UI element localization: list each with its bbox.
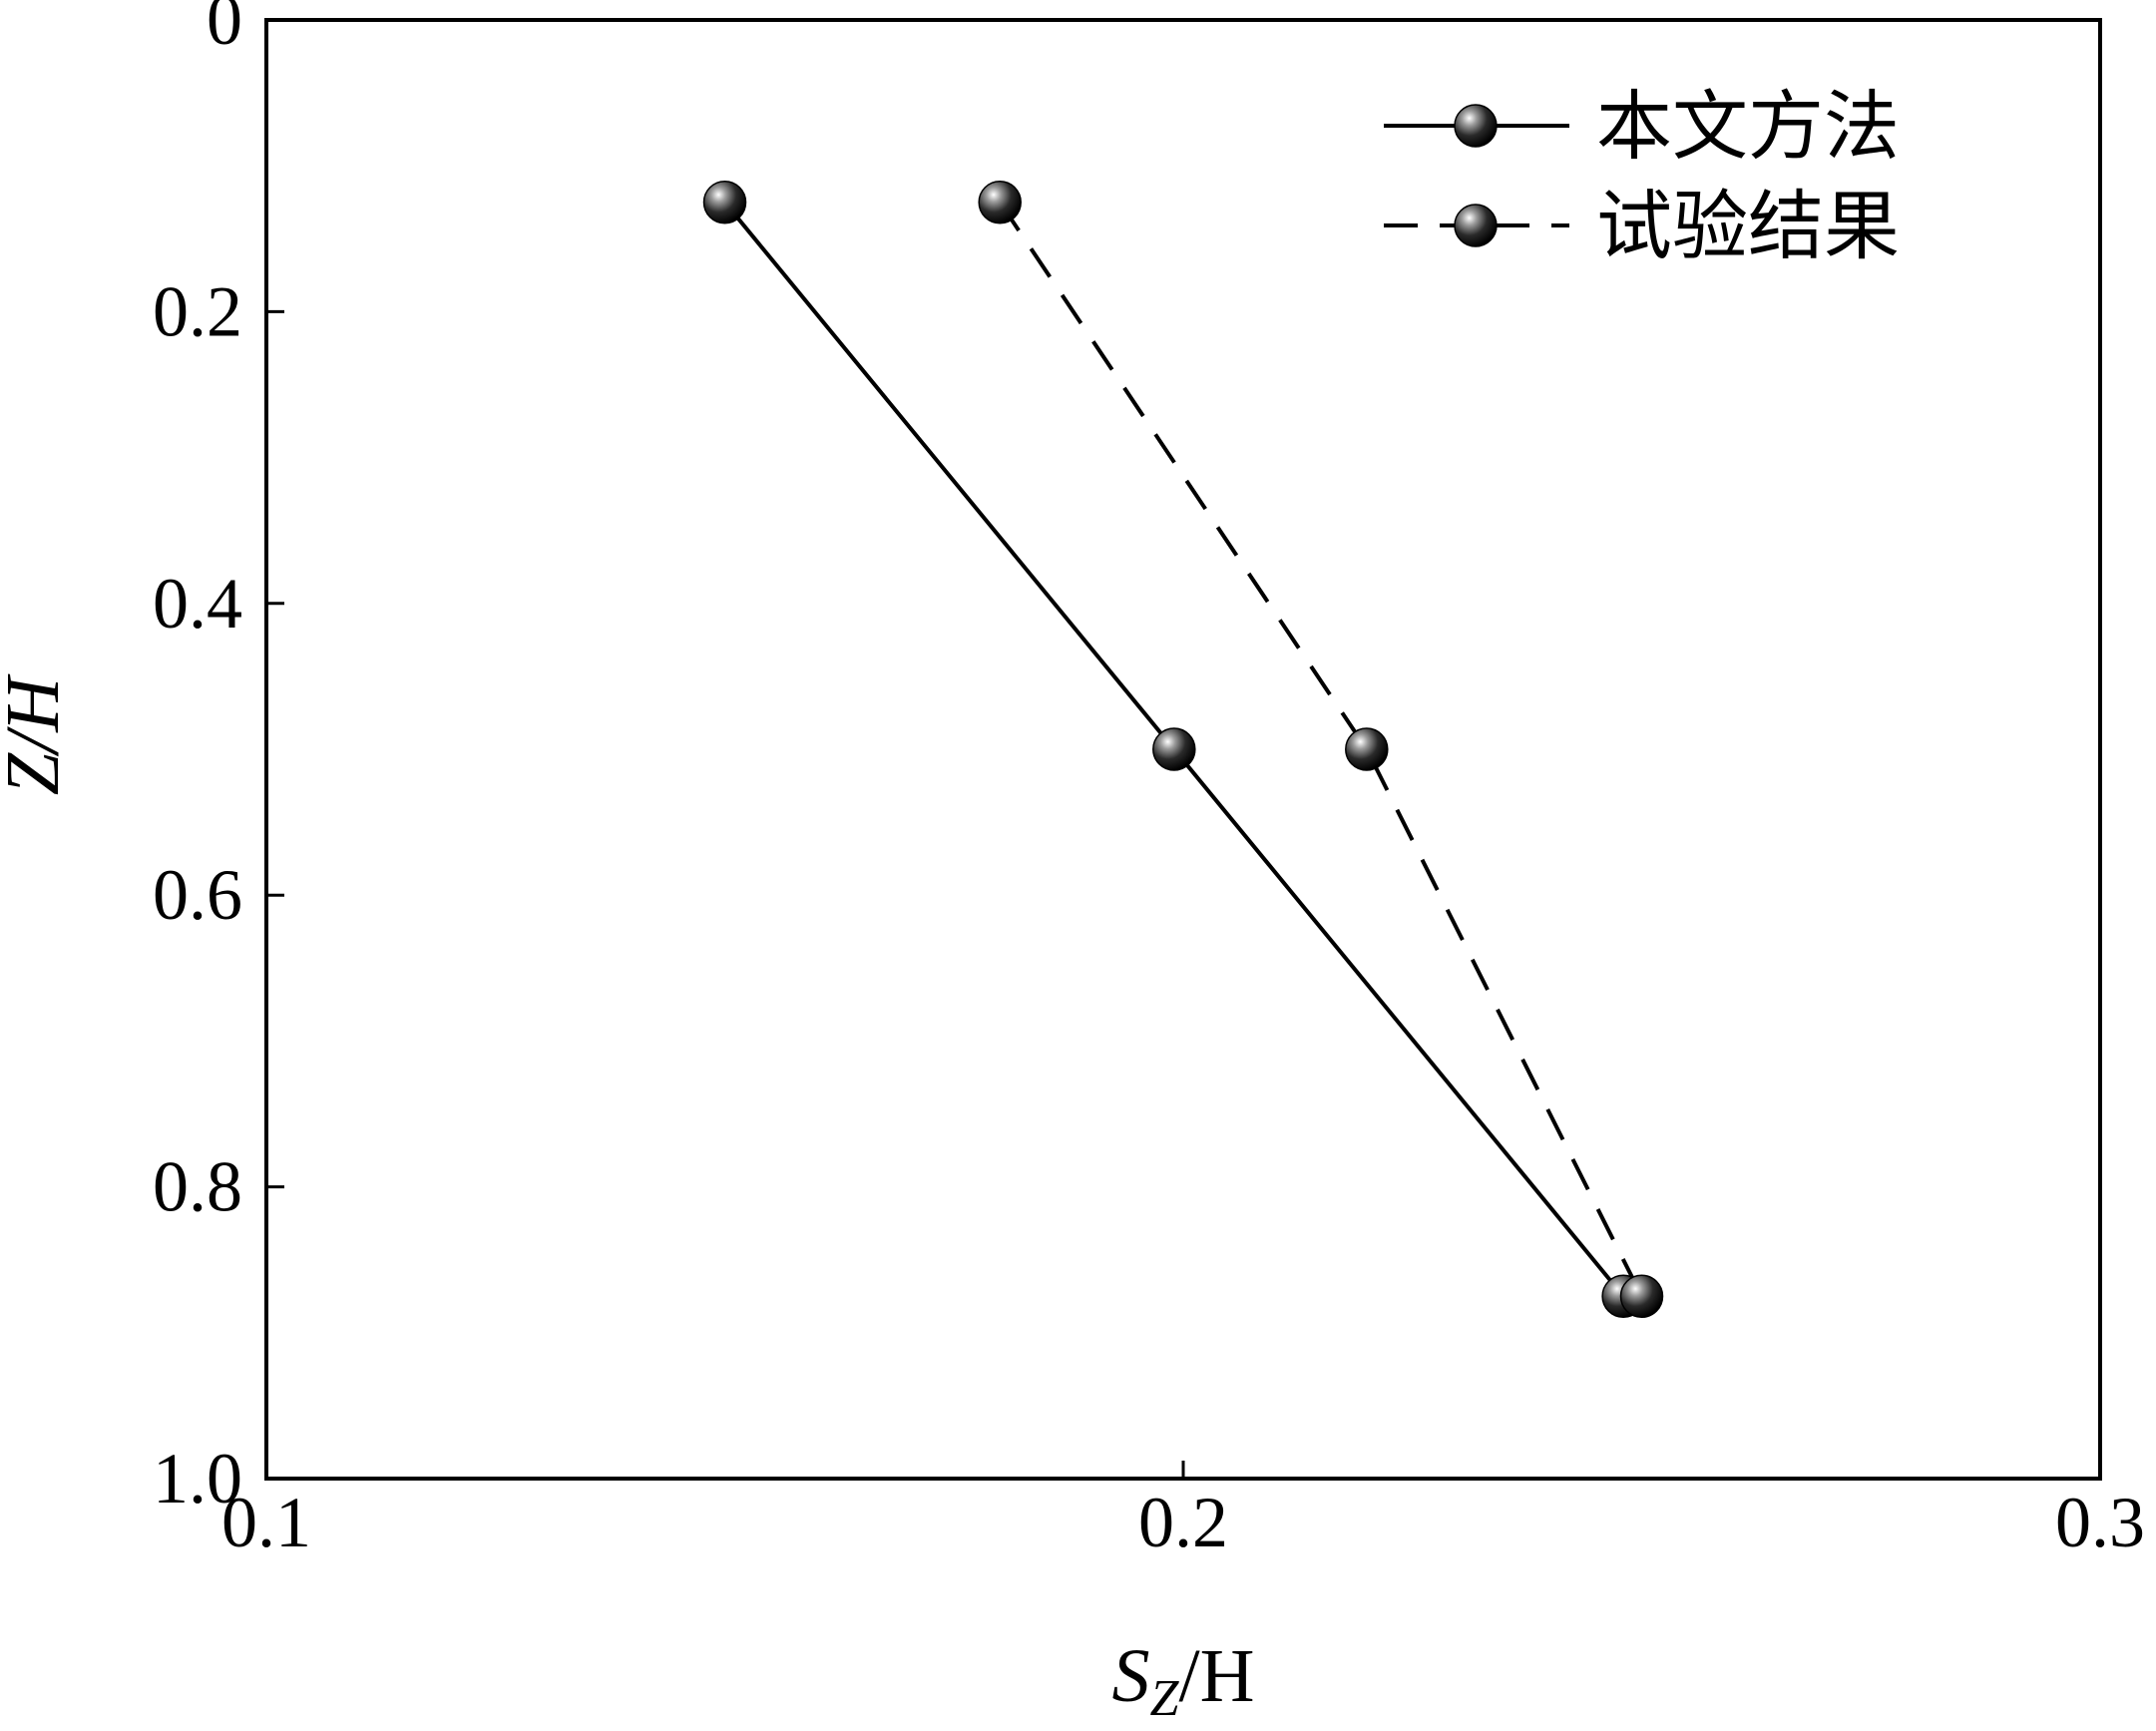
x-tick-label: 0.1 <box>221 1483 311 1562</box>
y-tick-label: 0.8 <box>153 1147 242 1227</box>
y-tick-label: 0.6 <box>153 855 242 935</box>
series-1 <box>702 181 1645 1318</box>
x-axis-label: SZ/H <box>1112 1634 1255 1726</box>
y-axis-label: Z/H <box>0 673 75 795</box>
legend-label: 试验结果 <box>1596 182 1900 270</box>
y-tick-label: 1.0 <box>153 1439 242 1518</box>
y-tick-label: 0 <box>207 0 242 60</box>
x-axis-label-sub: Z <box>1150 1670 1180 1726</box>
data-point <box>1152 727 1196 771</box>
legend-label: 本文方法 <box>1596 82 1900 171</box>
series-2 <box>978 181 1664 1318</box>
data-point <box>702 181 747 224</box>
x-axis-label-main: S <box>1112 1634 1150 1718</box>
series-layer <box>702 181 1664 1318</box>
x-axis-label-rest: /H <box>1178 1634 1254 1718</box>
x-tick-label: 0.2 <box>1138 1483 1228 1562</box>
legend-item-2: 试验结果 <box>1384 182 1900 270</box>
ticks-layer: 0.1 0.2 0.3 0 0.2 0.4 0.6 0.8 1.0 <box>153 0 2145 1562</box>
y-tick-label: 0.4 <box>153 564 242 644</box>
data-point <box>978 181 1022 224</box>
series-line <box>998 201 1644 1298</box>
legend-marker <box>1454 204 1498 247</box>
y-tick-label: 0.2 <box>153 271 242 351</box>
data-point <box>1345 727 1389 771</box>
x-tick-label: 0.3 <box>2055 1483 2145 1562</box>
legend-item-1: 本文方法 <box>1384 82 1900 171</box>
data-point <box>1619 1274 1664 1318</box>
legend-marker <box>1454 104 1498 148</box>
